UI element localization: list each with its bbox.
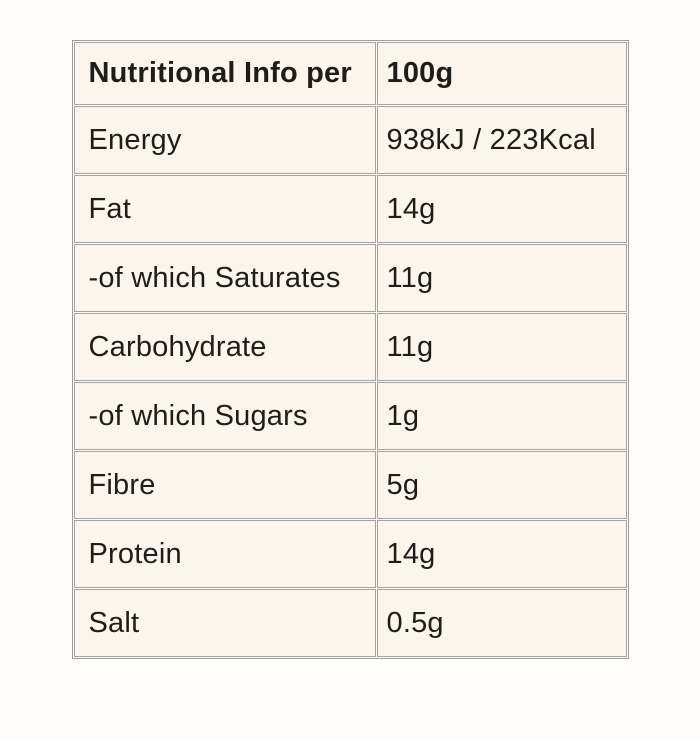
row-value: 1g	[376, 382, 627, 450]
table-row: Salt 0.5g	[73, 589, 627, 657]
row-value: 14g	[376, 520, 627, 588]
row-label: -of which Saturates	[73, 244, 376, 312]
row-value: 14g	[376, 175, 627, 243]
row-value: 5g	[376, 451, 627, 519]
header-label: Nutritional Info per	[73, 42, 376, 105]
row-label: Fibre	[73, 451, 376, 519]
row-label: Energy	[73, 106, 376, 174]
table-row: Fibre 5g	[73, 451, 627, 519]
row-value: 0.5g	[376, 589, 627, 657]
table-row: -of which Sugars 1g	[73, 382, 627, 450]
table-row: Fat 14g	[73, 175, 627, 243]
header-row: Nutritional Info per 100g	[73, 42, 627, 105]
row-label: Carbohydrate	[73, 313, 376, 381]
header-value: 100g	[376, 42, 627, 105]
row-value: 938kJ / 223Kcal	[376, 106, 627, 174]
row-label: Fat	[73, 175, 376, 243]
row-label: Salt	[73, 589, 376, 657]
row-label: -of which Sugars	[73, 382, 376, 450]
table-row: Carbohydrate 11g	[73, 313, 627, 381]
table-row: Energy 938kJ / 223Kcal	[73, 106, 627, 174]
row-value: 11g	[376, 244, 627, 312]
table-row: -of which Saturates 11g	[73, 244, 627, 312]
row-label: Protein	[73, 520, 376, 588]
table-row: Protein 14g	[73, 520, 627, 588]
nutrition-table: Nutritional Info per 100g Energy 938kJ /…	[71, 40, 629, 659]
row-value: 11g	[376, 313, 627, 381]
